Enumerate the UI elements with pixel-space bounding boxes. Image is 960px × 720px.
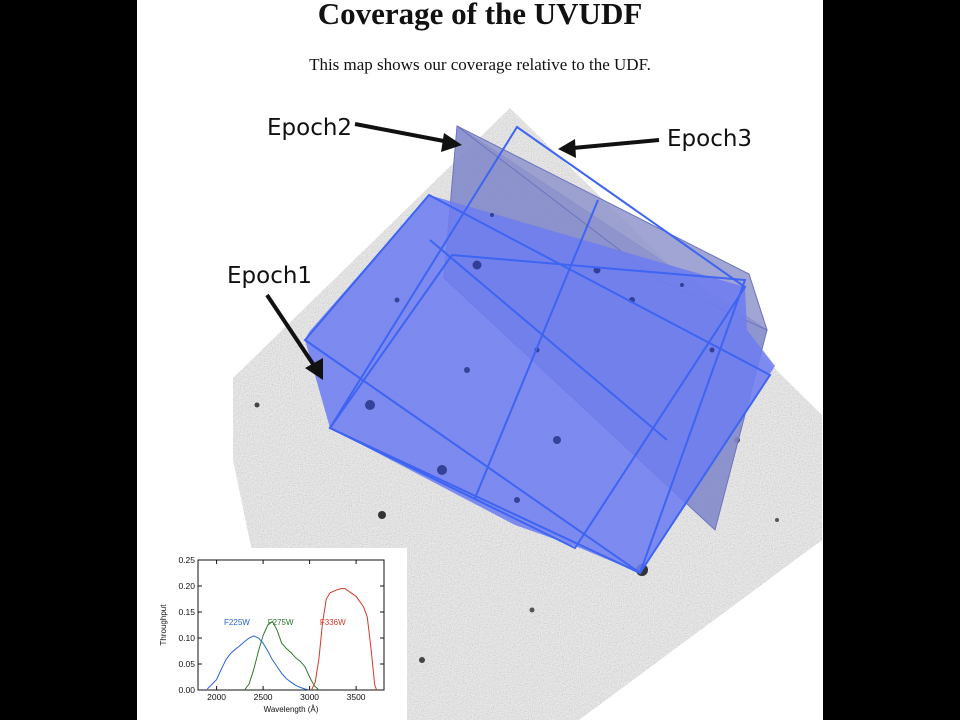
y-tick-label: 0.10: [178, 633, 195, 643]
epoch3-annotation: Epoch3: [558, 126, 752, 158]
epoch2-label: Epoch2: [267, 115, 352, 141]
y-tick-label: 0.05: [178, 659, 195, 669]
series-line-f225w: [206, 635, 310, 691]
epoch2-annotation: Epoch2: [267, 115, 462, 152]
y-axis-label: Throughput: [159, 604, 168, 646]
x-tick-label: 3500: [347, 692, 366, 702]
series-label-f336w: F336W: [320, 618, 346, 627]
chart-frame: [197, 559, 385, 691]
y-tick-label: 0.25: [178, 555, 195, 565]
throughput-chart-svg: 2000 2500 3000 3500 0.00 0.05 0.10 0.15 0.20 0.25…: [159, 555, 385, 714]
series-line-f275w: [244, 620, 320, 691]
y-tick-label: 0.15: [178, 607, 195, 617]
x-tick-label: 2500: [254, 692, 273, 702]
throughput-chart: 2000 2500 3000 3500 0.00 0.05 0.10 0.15 0.20 0.25…: [145, 548, 407, 720]
x-tick-label: 3000: [300, 692, 319, 702]
series-label-f275w: F275W: [268, 618, 294, 627]
epoch1-label: Epoch1: [227, 263, 312, 289]
page-title: Coverage of the UVUDF: [317, 0, 643, 31]
epoch1-annotation: Epoch1: [227, 263, 323, 380]
series-label-f225w: F225W: [224, 618, 250, 627]
coverage-footprint: [303, 125, 775, 575]
series-line-f336w: [311, 588, 378, 691]
page-subtitle: This map shows our coverage relative to …: [309, 55, 651, 74]
epoch3-label: Epoch3: [667, 126, 752, 152]
y-tick-label: 0.00: [178, 685, 195, 695]
x-tick-label: 2000: [207, 692, 226, 702]
slide: Coverage of the UVUDF This map shows our…: [137, 0, 823, 720]
x-axis-label: Wavelength (Å): [264, 705, 319, 714]
y-tick-label: 0.20: [178, 581, 195, 591]
